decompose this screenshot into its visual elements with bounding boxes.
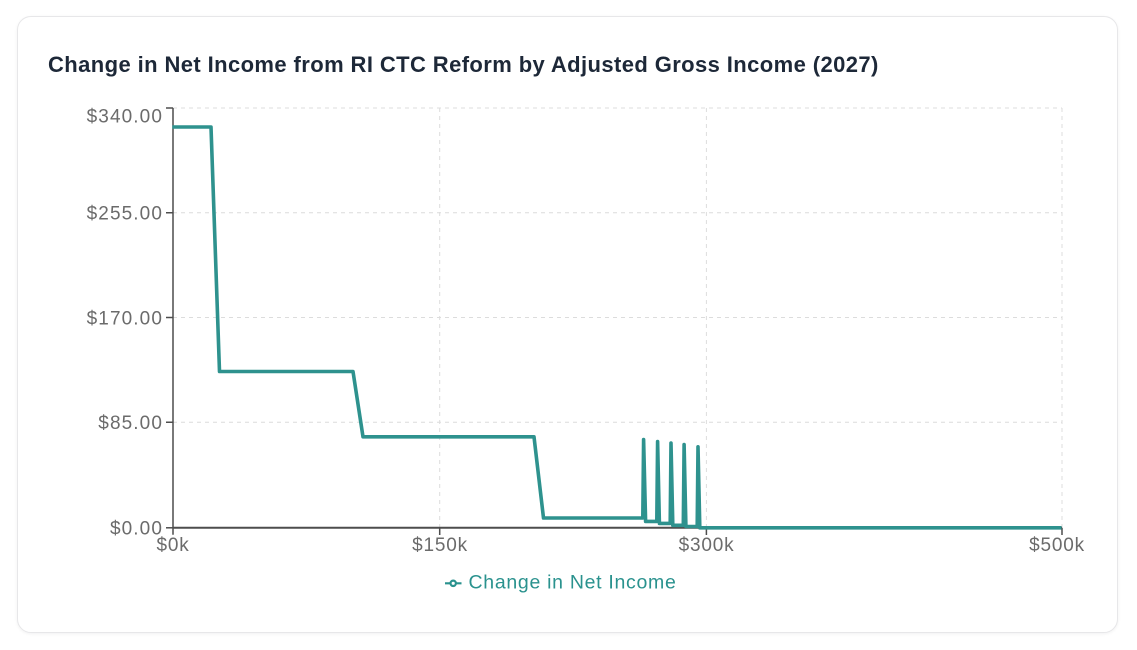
- svg-text:$0k: $0k: [156, 535, 189, 556]
- svg-text:$300k: $300k: [679, 535, 735, 556]
- svg-text:$85.00: $85.00: [98, 413, 163, 434]
- svg-text:$255.00: $255.00: [87, 204, 163, 225]
- svg-text:Change in Net Income: Change in Net Income: [469, 572, 677, 594]
- svg-text:$500k: $500k: [1029, 535, 1085, 556]
- svg-text:$0.00: $0.00: [110, 518, 163, 539]
- svg-text:$150k: $150k: [412, 535, 468, 556]
- svg-text:$340.00: $340.00: [87, 107, 163, 128]
- svg-text:$170.00: $170.00: [87, 308, 163, 329]
